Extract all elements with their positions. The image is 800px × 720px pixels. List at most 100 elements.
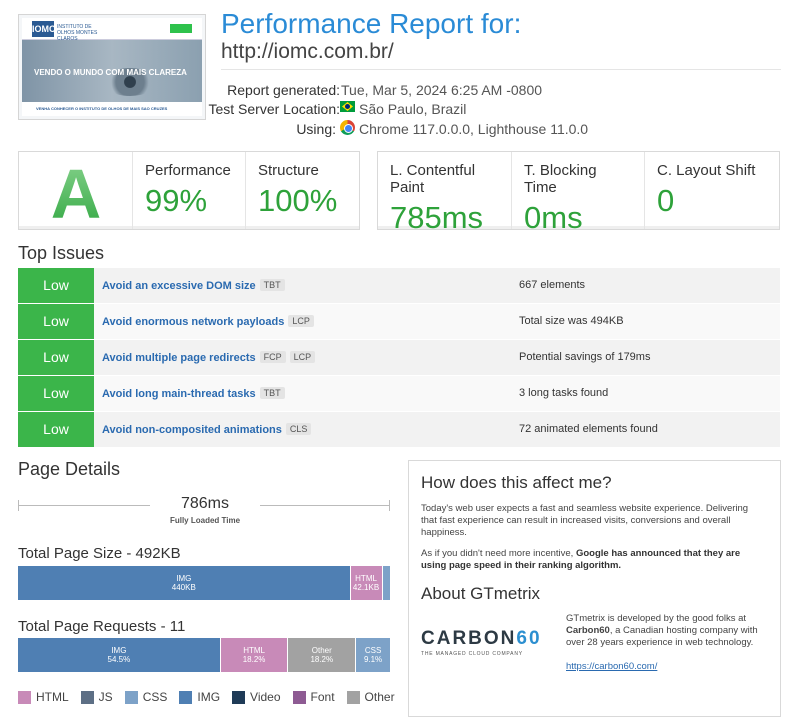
- legend-item: Other: [346, 690, 395, 704]
- issue-row[interactable]: Low Avoid long main-thread tasks TBT 3 long…: [18, 376, 780, 411]
- chrome-icon: [340, 120, 355, 135]
- carbon-num: 60: [516, 628, 542, 649]
- legend-swatch: [18, 690, 31, 704]
- issue-name-text: Avoid long main-thread tasks: [102, 388, 256, 400]
- structure-label: Structure: [258, 162, 319, 179]
- fully-loaded-label: Fully Loaded Time: [169, 516, 241, 525]
- severity-badge: Low: [18, 412, 94, 447]
- carbon-word: CARBON: [421, 628, 517, 649]
- thumbnail-logo-text: INSTITUTO DE OLHOS MONTES CLAROS: [57, 24, 98, 42]
- issue-name-text: Avoid enormous network payloads: [102, 316, 285, 328]
- affect-paragraph: Today's web user expects a fast and seam…: [421, 503, 749, 538]
- performance-label: Performance: [145, 162, 231, 179]
- tbt-label: T. Blocking Time: [524, 162, 597, 196]
- bar-segment-other: [382, 566, 390, 600]
- tbt-value: 0ms: [524, 200, 583, 235]
- segment-label: HTML: [243, 646, 265, 655]
- legend-swatch: [179, 690, 193, 704]
- severity-badge: Low: [18, 340, 94, 375]
- issue-row[interactable]: Low Avoid enormous network payloads LCP Tot…: [18, 304, 780, 339]
- issue-row[interactable]: Low Avoid an excessive DOM size TBT 667 ele…: [18, 268, 780, 303]
- severity-badge: Low: [18, 376, 94, 411]
- about-text-bold: Carbon60: [566, 625, 610, 636]
- legend-swatch: [346, 690, 360, 704]
- segment-value: 9.1%: [363, 655, 383, 664]
- report-generated-value: Tue, Mar 5, 2024 6:25 AM -0800: [341, 82, 543, 98]
- performance-value: 99%: [145, 183, 208, 218]
- thumbnail-hero-text: VENDO O MUNDO COM MAIS CLAREZA: [34, 68, 187, 77]
- tbt-metric: T. Blocking Time 0ms: [512, 152, 645, 235]
- legend-item: Font: [292, 690, 335, 704]
- segment-value: 18.2%: [242, 655, 266, 664]
- legend-label: CSS: [142, 690, 168, 704]
- structure-score: Structure 100%: [246, 152, 359, 229]
- page-size-bar: IMG 440KB HTML 42.1KB: [18, 566, 390, 600]
- divider: [221, 69, 781, 70]
- content-type-legend: HTML JS CSS IMG Video Font Other: [18, 690, 395, 704]
- legend-swatch: [232, 690, 246, 704]
- bar-segment-css: CSS 9.1%: [356, 638, 390, 672]
- issue-name[interactable]: Avoid non-composited animations CLS: [102, 423, 312, 436]
- severity-badge: Low: [18, 304, 94, 339]
- gtmetrix-grade: A: [19, 154, 133, 234]
- issue-name[interactable]: Avoid multiple page redirects FCP LCP: [102, 351, 316, 364]
- bar-segment-html: HTML 18.2%: [220, 638, 289, 672]
- site-thumbnail[interactable]: IOMC INSTITUTO DE OLHOS MONTES CLAROS VE…: [18, 14, 206, 120]
- top-issues-title: Top Issues: [18, 243, 105, 263]
- metric-tag: TBT: [259, 387, 285, 399]
- grade-cell: A: [19, 152, 133, 233]
- legend-label: IMG: [197, 690, 221, 704]
- issue-name[interactable]: Avoid long main-thread tasks TBT: [102, 387, 285, 400]
- metric-tag: TBT: [259, 279, 285, 291]
- report-url[interactable]: http://iomc.com.br/: [221, 40, 394, 63]
- thumbnail-bottom-text: VENHA CONHECER O INSTITUTO DE OLHOS DE M…: [36, 106, 168, 111]
- legend-item: Video: [232, 690, 281, 704]
- legend-swatch: [80, 690, 94, 704]
- legend-item: HTML: [18, 690, 69, 704]
- thumbnail-hero: [22, 40, 202, 102]
- segment-value: 18.2%: [310, 655, 334, 664]
- total-page-size-title: Total Page Size - 492KB: [18, 545, 181, 562]
- affect-paragraph-google: As if you didn't need more incentive, Go…: [421, 548, 766, 572]
- gtmetrix-grade-box: A Performance 99% Structure 100%: [18, 151, 360, 233]
- carbon60-logo: CARBON60 THE MANAGED CLOUD COMPANY: [421, 628, 561, 657]
- issue-name[interactable]: Avoid an excessive DOM size TBT: [102, 279, 285, 292]
- issue-row[interactable]: Low Avoid non-composited animations CLS 72 …: [18, 412, 780, 447]
- segment-value: 42.1KB: [352, 583, 380, 592]
- segment-label: Other: [311, 646, 332, 655]
- lcp-label: L. Contentful Paint: [390, 162, 476, 196]
- thumbnail-preview: IOMC INSTITUTO DE OLHOS MONTES CLAROS VE…: [22, 18, 202, 116]
- cls-value: 0: [657, 183, 675, 218]
- segment-value: 440KB: [171, 583, 196, 592]
- legend-label: Font: [310, 690, 335, 704]
- metric-tag: CLS: [285, 423, 312, 435]
- legend-label: HTML: [36, 690, 69, 704]
- eye-image: [102, 68, 158, 96]
- metric-tag: LCP: [288, 315, 314, 327]
- total-page-requests-title: Total Page Requests - 11: [18, 618, 186, 635]
- legend-label: Other: [364, 690, 395, 704]
- lcp-value: 785ms: [390, 200, 484, 235]
- thumbnail-logo: IOMC: [32, 21, 56, 37]
- top-issues-list: Low Avoid an excessive DOM size TBT 667 ele…: [18, 268, 780, 448]
- affect-p2-bold: Google has announced that they are using…: [421, 548, 741, 571]
- segment-value: 54.5%: [107, 655, 131, 664]
- performance-score: Performance 99%: [133, 152, 246, 229]
- brazil-flag-icon: [340, 101, 355, 112]
- report-generated-label: Report generated:: [227, 82, 340, 98]
- about-paragraph: GTmetrix is developed by the good folks …: [566, 613, 771, 649]
- issue-detail: Potential savings of 179ms: [519, 351, 651, 363]
- legend-item: IMG: [179, 690, 220, 704]
- bar-segment-img: IMG 54.5%: [18, 638, 221, 672]
- segment-label: IMG: [111, 646, 127, 655]
- page-requests-bar: IMG 54.5% HTML 18.2% Other 18.2% CSS 9.1%: [18, 638, 390, 672]
- legend-swatch: [124, 690, 138, 704]
- severity-badge: Low: [18, 268, 94, 303]
- issue-name[interactable]: Avoid enormous network payloads LCP: [102, 315, 314, 328]
- issue-detail: Total size was 494KB: [519, 315, 624, 327]
- server-location-label: Test Server Location:: [208, 101, 340, 117]
- thumbnail-bottom: VENHA CONHECER O INSTITUTO DE OLHOS DE M…: [22, 102, 202, 116]
- carbon60-link[interactable]: https://carbon60.com/: [566, 661, 658, 672]
- web-vitals-box: L. Contentful Paint 785ms T. Blocking Ti…: [377, 151, 780, 235]
- issue-row[interactable]: Low Avoid multiple page redirects FCP LCP Po…: [18, 340, 780, 375]
